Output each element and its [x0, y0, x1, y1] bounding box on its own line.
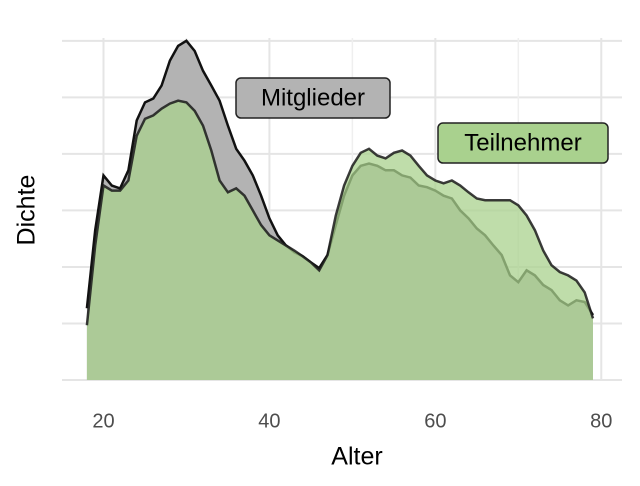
- x-tick-label: 40: [258, 410, 280, 432]
- legend-label: Mitglieder: [261, 84, 365, 111]
- density-line: [85, 99, 595, 326]
- y-axis-title: Dichte: [13, 175, 41, 246]
- legend-label-box: [437, 122, 609, 164]
- x-tick-label: 60: [424, 410, 446, 432]
- density-area: [86, 100, 594, 380]
- legend-label: Teilnehmer: [464, 129, 581, 156]
- x-axis-title: Alter: [331, 443, 382, 471]
- x-tick-label: 20: [92, 410, 114, 432]
- legend-label-box: [235, 77, 391, 119]
- x-tick-label: 80: [590, 410, 612, 432]
